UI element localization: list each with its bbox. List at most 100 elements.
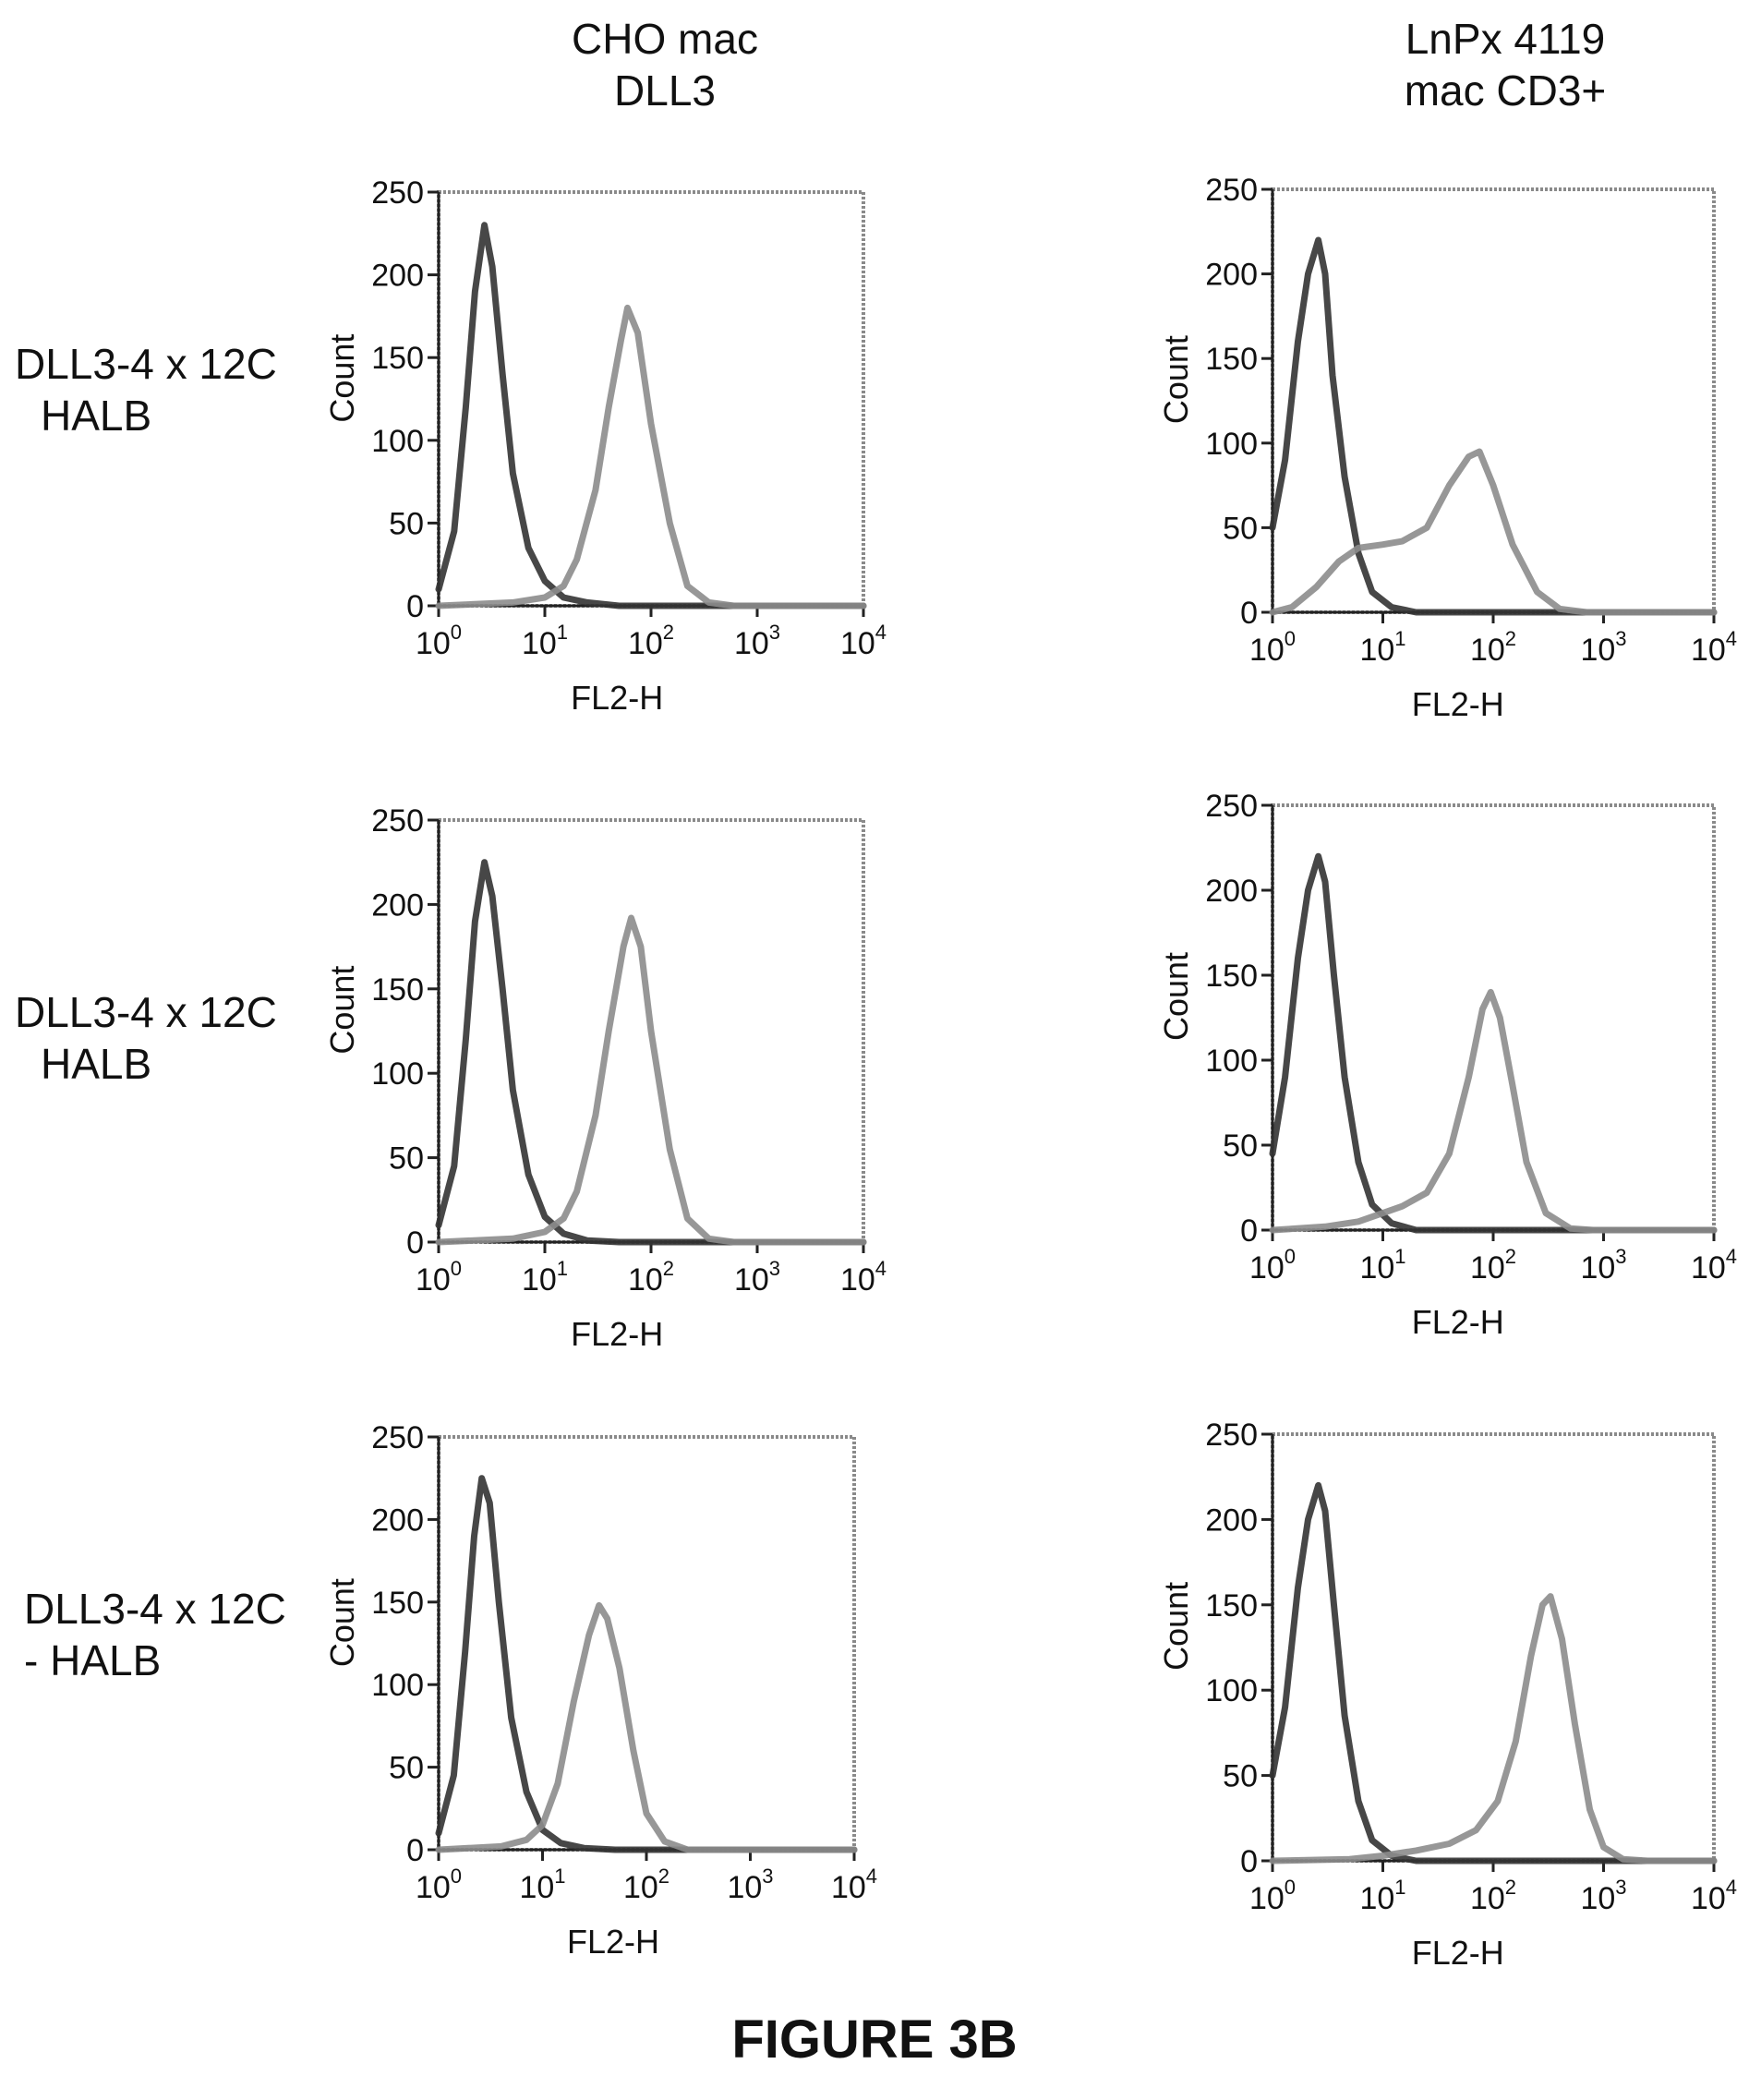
row-label-3-line1: DLL3-4 x 12C xyxy=(24,1585,286,1633)
x-tick-label: 102 xyxy=(623,1865,669,1905)
y-axis-label: Count xyxy=(1157,335,1195,424)
y-tick-label: 50 xyxy=(1223,511,1258,546)
y-tick-label: 200 xyxy=(1205,258,1258,293)
y-tick-label: 250 xyxy=(1205,789,1258,824)
column-header-left-line2: DLL3 xyxy=(614,66,716,115)
y-tick-label: 250 xyxy=(371,175,424,211)
x-tick-label: 104 xyxy=(1691,627,1737,668)
x-tick-label: 103 xyxy=(1580,1876,1626,1916)
x-tick-label: 102 xyxy=(1470,627,1516,668)
y-tick-label: 200 xyxy=(1205,874,1258,909)
histogram-curve-2 xyxy=(435,1601,858,1853)
histogram-curve-2 xyxy=(1269,448,1718,616)
x-tick-label: 100 xyxy=(1249,627,1296,668)
y-tick-label: 200 xyxy=(1205,1503,1258,1538)
y-tick-label: 0 xyxy=(406,589,424,624)
y-axis-label: Count xyxy=(1157,1582,1195,1671)
y-tick-label: 250 xyxy=(1205,1418,1258,1453)
y-tick-label: 0 xyxy=(406,1225,424,1261)
y-axis-label: Count xyxy=(323,966,361,1055)
y-tick-label: 100 xyxy=(371,424,424,459)
x-tick-label: 101 xyxy=(1359,627,1405,668)
x-axis-label: FL2-H xyxy=(567,1923,659,1961)
x-tick-label: 101 xyxy=(1359,1876,1405,1916)
x-tick-label: 104 xyxy=(840,1257,887,1297)
y-tick-label: 150 xyxy=(1205,342,1258,377)
column-header-right-line2: mac CD3+ xyxy=(1404,66,1607,115)
histogram-curve-1 xyxy=(435,859,867,1246)
column-header-left-line1: CHO mac xyxy=(572,15,758,63)
x-tick-label: 104 xyxy=(1691,1245,1737,1285)
x-tick-label: 103 xyxy=(734,1257,780,1297)
histogram-curve-2 xyxy=(1269,988,1718,1234)
x-tick-label: 102 xyxy=(1470,1876,1516,1916)
x-axis-label: FL2-H xyxy=(571,679,663,717)
y-tick-label: 100 xyxy=(1205,1044,1258,1079)
column-header-right-line1: LnPx 4119 xyxy=(1405,15,1606,63)
x-tick-label: 102 xyxy=(1470,1245,1516,1285)
x-tick-label: 104 xyxy=(1691,1876,1737,1916)
y-tick-label: 150 xyxy=(1205,1588,1258,1623)
x-axis-label: FL2-H xyxy=(1412,685,1504,723)
row-label-1-line2: HALB xyxy=(41,392,152,440)
y-tick-label: 0 xyxy=(1240,1213,1258,1249)
x-tick-label: 101 xyxy=(522,621,568,661)
row-label-2-line1: DLL3-4 x 12C xyxy=(15,988,277,1036)
y-tick-label: 100 xyxy=(371,1056,424,1092)
y-tick-label: 200 xyxy=(371,259,424,294)
y-tick-label: 250 xyxy=(1205,173,1258,208)
y-tick-label: 150 xyxy=(371,972,424,1008)
y-tick-label: 150 xyxy=(1205,959,1258,994)
histogram-panel: 0 50 100 150 200 250 100 101 102 103 104 FL2-H Count xyxy=(1157,1418,1737,1972)
histogram-panel: 0 50 100 150 200 250 100 101 102 103 104 FL2-H Count xyxy=(323,803,887,1353)
histogram-curve-1 xyxy=(1269,236,1718,616)
x-tick-label: 101 xyxy=(522,1257,568,1297)
x-tick-label: 104 xyxy=(831,1865,877,1905)
histogram-panel: 0 50 100 150 200 250 100 101 102 103 104 FL2-H Count xyxy=(323,1420,877,1961)
y-axis-label: Count xyxy=(323,334,361,423)
x-axis-label: FL2-H xyxy=(1412,1303,1504,1341)
y-tick-label: 50 xyxy=(1223,1759,1258,1794)
y-tick-label: 0 xyxy=(1240,596,1258,631)
histogram-panel: 0 50 100 150 200 250 100 101 102 103 104 FL2-H Count xyxy=(1157,173,1737,723)
histogram-curve-2 xyxy=(1269,1593,1718,1865)
row-label-3-line2: - HALB xyxy=(24,1636,162,1684)
y-tick-label: 50 xyxy=(389,1751,424,1786)
x-tick-label: 100 xyxy=(416,621,462,661)
row-label-2-line2: HALB xyxy=(41,1040,152,1088)
histogram-curve-1 xyxy=(435,1475,858,1853)
y-tick-label: 200 xyxy=(371,887,424,923)
y-tick-label: 100 xyxy=(371,1668,424,1703)
y-tick-label: 150 xyxy=(371,1586,424,1621)
x-tick-label: 102 xyxy=(628,621,674,661)
y-tick-label: 250 xyxy=(371,1420,424,1455)
histogram-curve-2 xyxy=(435,914,867,1246)
y-tick-label: 0 xyxy=(406,1833,424,1868)
figure-title: FIGURE 3B xyxy=(731,2009,1018,2070)
x-tick-label: 103 xyxy=(1580,627,1626,668)
y-tick-label: 250 xyxy=(371,803,424,839)
row-label-3: DLL3-4 x 12C - HALB xyxy=(24,1583,286,1686)
histogram-curve-2 xyxy=(435,304,867,609)
y-tick-label: 50 xyxy=(389,506,424,541)
x-tick-label: 100 xyxy=(1249,1876,1296,1916)
x-tick-label: 100 xyxy=(416,1865,462,1905)
column-header-right: LnPx 4119 mac CD3+ xyxy=(1293,13,1718,116)
x-tick-label: 104 xyxy=(840,621,887,661)
x-tick-label: 101 xyxy=(1359,1245,1405,1285)
histogram-panel: 0 50 100 150 200 250 100 101 102 103 104 FL2-H Count xyxy=(323,175,887,717)
row-label-1: DLL3-4 x 12C HALB xyxy=(15,338,277,441)
x-tick-label: 103 xyxy=(727,1865,773,1905)
x-tick-label: 102 xyxy=(628,1257,674,1297)
y-tick-label: 100 xyxy=(1205,1673,1258,1708)
x-axis-label: FL2-H xyxy=(1412,1934,1504,1972)
y-tick-label: 150 xyxy=(371,341,424,376)
x-tick-label: 103 xyxy=(734,621,780,661)
x-tick-label: 101 xyxy=(519,1865,565,1905)
x-tick-label: 100 xyxy=(416,1257,462,1297)
row-label-1-line1: DLL3-4 x 12C xyxy=(15,340,277,388)
histogram-panel: 0 50 100 150 200 250 100 101 102 103 104 FL2-H Count xyxy=(1157,789,1737,1341)
y-axis-label: Count xyxy=(323,1578,361,1667)
column-header-left: CHO mac DLL3 xyxy=(452,13,877,116)
y-tick-label: 50 xyxy=(1223,1128,1258,1164)
